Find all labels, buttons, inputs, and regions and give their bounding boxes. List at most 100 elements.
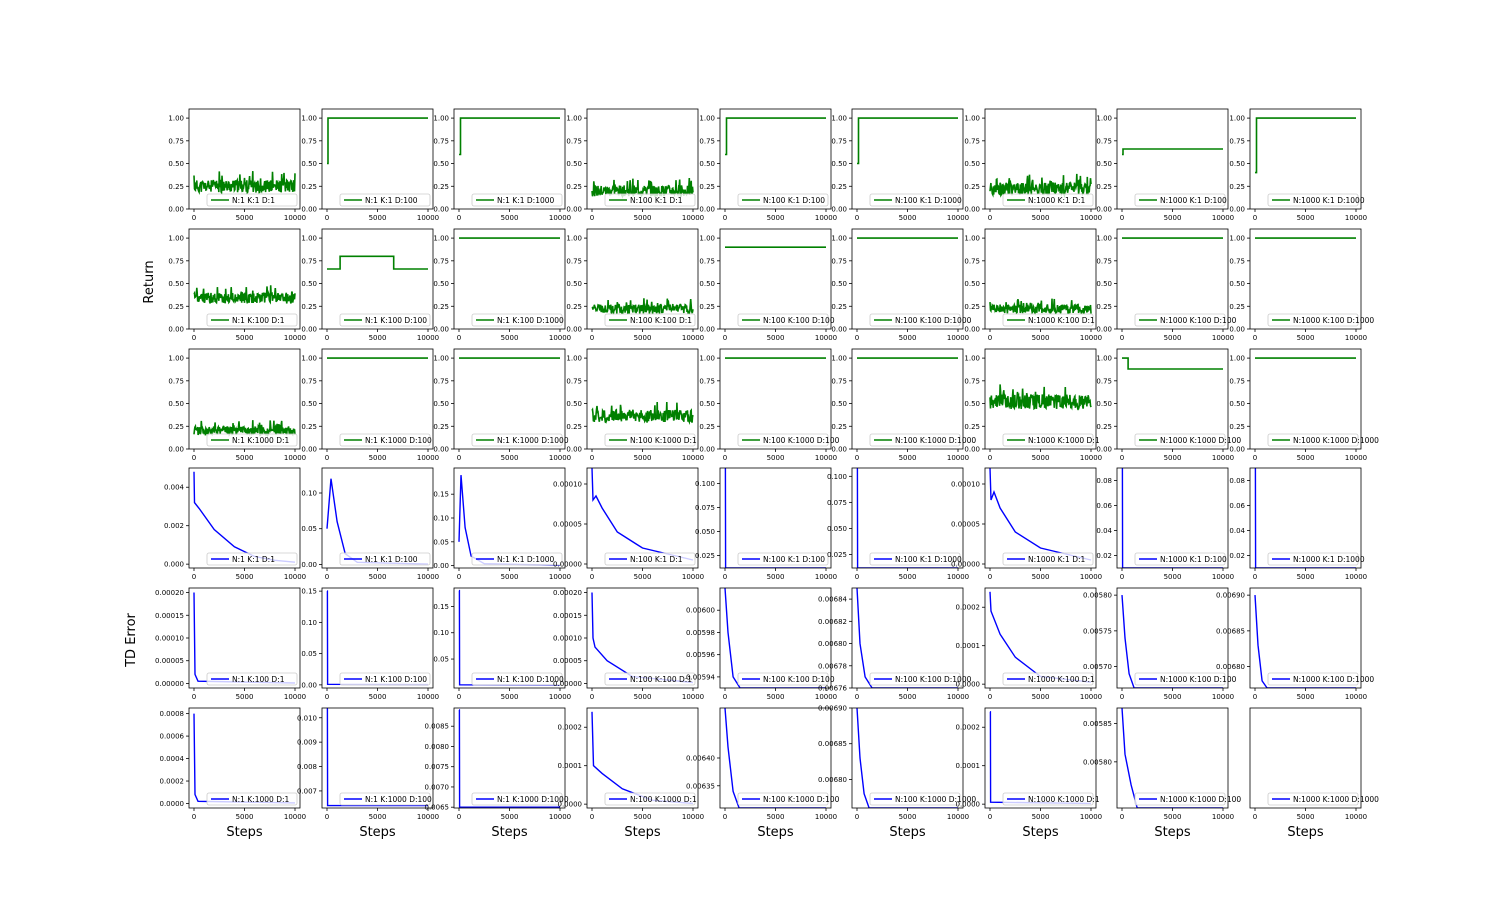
x-tick-label: 5000 (1164, 573, 1182, 581)
legend-label: N:100 K:1000 D:1000 (895, 436, 976, 445)
x-tick-label: 0 (590, 693, 594, 701)
y-tick-label: 1.00 (168, 355, 184, 363)
x-tick-label: 10000 (682, 693, 704, 701)
legend-box (471, 552, 563, 566)
legend-label: N:1 K:1000 D:1000 (497, 795, 569, 804)
x-tick-label: 0 (590, 454, 594, 462)
y-tick-label: 0.00 (1229, 446, 1245, 454)
series-line (327, 255, 428, 270)
legend-label: N:100 K:1000 D:1 (630, 436, 697, 445)
y-tick-label: 0.009 (297, 739, 317, 747)
legend-box (1267, 433, 1359, 447)
y-tick-label: 0.000 (164, 561, 184, 569)
subplot-5-2: N:1 K:100 D:100 0.00 0.05 0.10 0.15 0 5000 1000… (301, 587, 439, 701)
y-tick-label: 0.0001 (956, 762, 981, 770)
y-tick-label: 0.00 (964, 206, 980, 214)
y-tick-label: 0.00680 (818, 640, 847, 648)
y-tick-label: 0.50 (301, 160, 317, 168)
x-tick-label: 10000 (1080, 693, 1102, 701)
legend-box (737, 193, 829, 207)
x-tick-label: 5000 (1032, 334, 1050, 342)
x-tick-label: 10000 (682, 573, 704, 581)
y-tick-label: 0.25 (168, 183, 184, 191)
y-tick-label: 0.0080 (425, 743, 450, 751)
subplot-4-5: N:100 K:1 D:100 0.025 0.050 0.075 0.100 0 5000… (695, 467, 837, 581)
legend-label: N:1 K:100 D:1000 (497, 675, 564, 684)
legend-label: N:1000 K:1000 D:1000 (1293, 436, 1379, 445)
series-line (856, 468, 958, 568)
y-tick-label: 0.00 (301, 206, 317, 214)
x-tick-label: 5000 (634, 573, 652, 581)
legend-label: N:100 K:100 D:1 (630, 316, 692, 325)
legend-label: N:1000 K:1 D:1000 (1293, 196, 1365, 205)
subplot-4-6: N:100 K:1 D:1000 0.025 0.050 0.075 0.100 0 500… (827, 467, 969, 581)
x-tick-label: 10000 (1345, 813, 1367, 821)
legend-label: N:1 K:1 D:1000 (497, 555, 555, 564)
legend-label: N:1000 K:1 D:1000 (1293, 555, 1365, 564)
y-tick-label: 0.25 (964, 183, 980, 191)
y-tick-label: 0.00005 (155, 657, 184, 665)
x-tick-label: 10000 (947, 334, 969, 342)
y-tick-label: 0.00 (964, 446, 980, 454)
y-tick-label: 0.25 (699, 423, 715, 431)
x-tick-label: 0 (855, 693, 859, 701)
y-tick-label: 0.50 (964, 160, 980, 168)
legend-box (471, 792, 563, 806)
x-tick-label: 5000 (369, 573, 387, 581)
y-tick-label: 1.00 (433, 355, 449, 363)
y-tick-label: 0.00600 (686, 607, 715, 615)
x-tick-label: 5000 (899, 214, 917, 222)
legend-label: N:100 K:1000 D:100 (763, 436, 840, 445)
y-tick-label: 0.00 (301, 446, 317, 454)
x-tick-label: 10000 (284, 214, 306, 222)
legend-label: N:100 K:100 D:100 (763, 675, 835, 684)
subplot-3-9: N:1000 K:1000 D:1000 0.00 0.25 0.50 0.75 1.00… (1229, 348, 1379, 462)
series-line (326, 708, 428, 807)
y-tick-label: 0.00010 (155, 635, 184, 643)
subplot-6-2: N:1 K:1000 D:100 0.007 0.008 0.009 0.010 0 500… (297, 707, 439, 840)
subplot-4-3: N:1 K:1 D:1000 0.00 0.05 0.10 0.15 0 5000 10000 (433, 467, 571, 581)
x-tick-label: 10000 (1345, 334, 1367, 342)
x-tick-label: 5000 (1297, 573, 1315, 581)
xlabel-steps: Steps (359, 825, 396, 840)
series-line (856, 588, 958, 688)
x-tick-label: 5000 (501, 813, 519, 821)
legend-box (604, 433, 696, 447)
subplot-1-3: N:1 K:1 D:1000 0.00 0.25 0.50 0.75 1.00 0 5000 1… (433, 108, 571, 222)
legend-box (737, 792, 829, 806)
y-tick-label: 0.0004 (160, 755, 185, 763)
x-tick-label: 0 (723, 573, 727, 581)
y-tick-label: 0.00000 (951, 561, 980, 569)
legend-box (604, 552, 696, 566)
legend-box (737, 433, 829, 447)
legend-box (869, 672, 961, 686)
x-tick-label: 0 (325, 693, 329, 701)
x-tick-label: 0 (457, 214, 461, 222)
y-tick-label: 0.50 (1096, 160, 1112, 168)
y-tick-label: 0.00005 (951, 521, 980, 529)
legend-box (206, 193, 298, 207)
series-line (1121, 468, 1223, 568)
y-tick-label: 0.075 (827, 499, 847, 507)
legend-label: N:100 K:100 D:1000 (895, 316, 972, 325)
x-tick-label: 5000 (767, 573, 785, 581)
x-tick-label: 10000 (1080, 334, 1102, 342)
x-tick-label: 5000 (1164, 813, 1182, 821)
x-tick-label: 0 (723, 334, 727, 342)
legend-label: N:1000 K:100 D:1000 (1293, 675, 1374, 684)
x-tick-label: 0 (723, 693, 727, 701)
x-tick-label: 0 (590, 813, 594, 821)
series-line (1122, 357, 1223, 370)
x-tick-label: 0 (1120, 573, 1124, 581)
legend-box (471, 313, 563, 327)
y-tick-label: 0.0000 (956, 801, 981, 809)
x-tick-label: 0 (1120, 813, 1124, 821)
legend-box (869, 433, 961, 447)
ylabel-return: Return (142, 260, 157, 303)
y-tick-label: 0.007 (297, 787, 317, 795)
x-tick-label: 0 (192, 214, 196, 222)
x-tick-label: 0 (590, 334, 594, 342)
y-tick-label: 1.00 (831, 235, 847, 243)
y-tick-label: 0.25 (566, 303, 582, 311)
legend-label: N:1 K:1 D:100 (365, 196, 418, 205)
